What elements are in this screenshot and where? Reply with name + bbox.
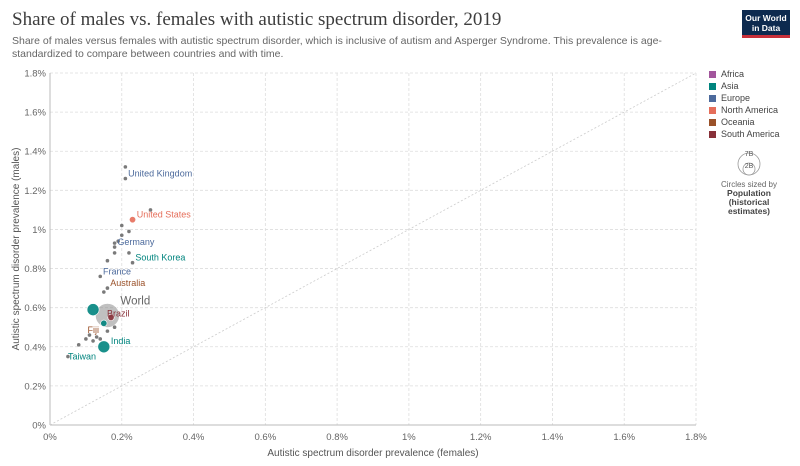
- y-tick-label: 0.4%: [24, 342, 46, 353]
- point-label: Fiji: [87, 325, 99, 335]
- data-point: [112, 251, 117, 255]
- y-tick-label: 0%: [32, 421, 46, 432]
- logo-line-1: Our World: [745, 12, 787, 23]
- y-tick-label: 1.8%: [24, 69, 46, 80]
- data-point: [129, 216, 137, 224]
- point-label: Taiwan: [68, 352, 96, 362]
- size-legend-small-circle: [742, 162, 756, 176]
- y-tick-label: 0.6%: [24, 303, 46, 314]
- data-point: [119, 223, 124, 228]
- x-tick-label: 0.8%: [326, 432, 348, 443]
- x-tick-label: 1%: [402, 432, 416, 443]
- point-label: World: [120, 295, 150, 307]
- y-tick-label: 0.2%: [24, 381, 46, 392]
- size-legend-metric-3: estimates): [727, 206, 771, 216]
- y-tick-label: 1.4%: [24, 147, 46, 158]
- data-point: [105, 329, 110, 333]
- point-label: India: [111, 336, 131, 346]
- data-point: [102, 290, 106, 294]
- region-legend: Africa Asia Europe North America Oceania…: [709, 68, 794, 140]
- size-legend-small-label: 2B: [745, 163, 754, 170]
- y-tick-label: 0.8%: [24, 264, 46, 275]
- legend-label: Asia: [721, 81, 739, 91]
- data-point: [127, 251, 131, 255]
- data-point: [105, 286, 110, 290]
- legend-item[interactable]: Oceania: [709, 116, 794, 128]
- point-label: United Kingdom: [128, 169, 192, 179]
- data-point: [98, 274, 103, 279]
- data-point: [116, 239, 120, 243]
- data-point: [107, 313, 115, 321]
- point-label: South Korea: [135, 253, 185, 263]
- chart-title: Share of males vs. females with autistic…: [12, 9, 502, 30]
- legend-swatch: [709, 130, 716, 138]
- data-point: [112, 325, 117, 330]
- legend-item[interactable]: South America: [709, 128, 794, 140]
- legend-label: North America: [721, 105, 779, 115]
- data-point: [119, 233, 124, 238]
- data-point: [127, 229, 131, 234]
- data-point: [97, 340, 111, 354]
- size-legend-big-label: 7B: [745, 151, 754, 158]
- legend-label: Africa: [721, 69, 745, 79]
- x-tick-label: 1.2%: [470, 432, 492, 443]
- data-point: [123, 176, 128, 181]
- data-point: [91, 339, 95, 343]
- x-tick-label: 1.8%: [685, 432, 707, 443]
- x-tick-label: 0.2%: [111, 432, 133, 443]
- legend-swatch: [709, 94, 716, 102]
- point-label: Australia: [110, 278, 145, 288]
- data-point: [66, 354, 70, 359]
- point-label: France: [103, 266, 131, 276]
- x-tick-label: 1.6%: [613, 432, 635, 443]
- x-tick-label: 1.4%: [542, 432, 564, 443]
- legend-item[interactable]: Asia: [709, 80, 794, 92]
- point-label: Brazil: [107, 308, 130, 318]
- legend-label: Europe: [721, 93, 751, 103]
- size-legend-circles: 7B 2B: [737, 151, 761, 176]
- size-legend-metric-2: (historical: [728, 197, 770, 207]
- x-axis-title: Autistic spectrum disorder prevalence (f…: [267, 448, 478, 459]
- legend-item[interactable]: Europe: [709, 92, 794, 104]
- legend-label: Oceania: [721, 117, 755, 127]
- point-label: Germany: [117, 237, 155, 247]
- data-point: [112, 245, 117, 249]
- legend-swatch: [709, 70, 716, 78]
- x-tick-label: 0%: [43, 432, 57, 443]
- data-point: [100, 319, 108, 327]
- data-point: [94, 335, 99, 339]
- data-point: [98, 337, 103, 341]
- logo-line-2: in Data: [751, 22, 781, 33]
- legend-swatch: [709, 118, 716, 126]
- x-tick-label: 0.6%: [255, 432, 277, 443]
- data-point: [123, 165, 128, 169]
- data-point: [86, 303, 100, 316]
- owid-logo[interactable]: Our World in Data: [742, 10, 790, 38]
- point-label: United States: [137, 210, 192, 220]
- data-point: [105, 258, 110, 263]
- data-point: [76, 343, 81, 347]
- data-point: [84, 337, 88, 341]
- data-point: [87, 333, 92, 337]
- legend-swatch: [709, 106, 716, 114]
- size-legend: 7B 2B Circles sized by Population (histo…: [708, 146, 790, 216]
- chart-subtitle: Share of males versus females with autis…: [12, 35, 662, 60]
- legend-item[interactable]: Africa: [709, 68, 794, 80]
- data-point: [112, 241, 117, 245]
- data-point: [148, 208, 153, 212]
- data-point: [130, 260, 135, 265]
- x-tick-label: 0.4%: [183, 432, 205, 443]
- y-tick-label: 1%: [32, 225, 46, 236]
- legend-label: South America: [721, 129, 780, 139]
- legend-swatch: [709, 82, 716, 90]
- y-axis-title: Autistic spectrum disorder prevalence (m…: [11, 148, 22, 351]
- diagonal-reference-line: [49, 72, 697, 426]
- size-legend-metric-1: Population: [727, 188, 771, 198]
- size-legend-caption: Circles sized by: [720, 180, 777, 189]
- legend-item[interactable]: North America: [709, 104, 794, 116]
- y-tick-label: 1.2%: [24, 186, 46, 197]
- y-tick-label: 1.6%: [24, 108, 46, 119]
